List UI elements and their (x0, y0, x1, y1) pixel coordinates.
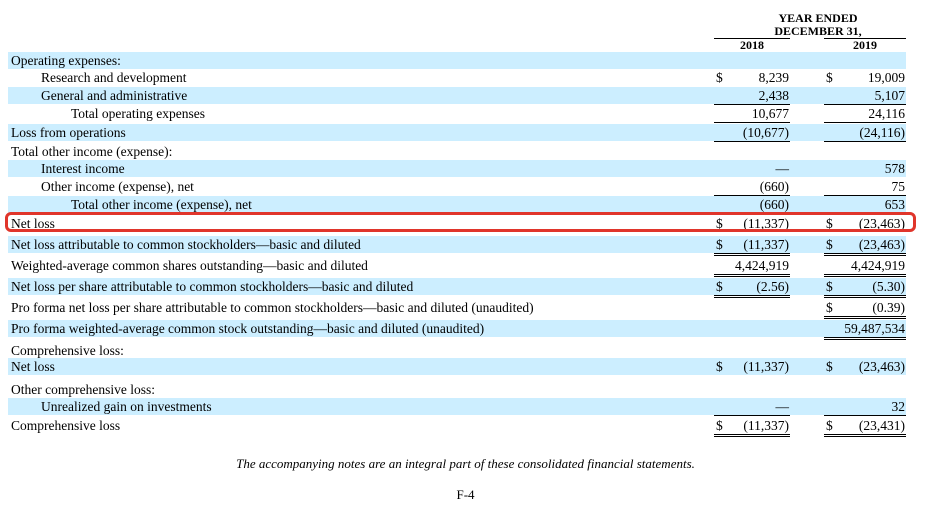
row-net-loss-attributable: Net loss attributable to common stockhol… (8, 236, 906, 256)
value-2019: 578 (884, 161, 905, 176)
value-2019: 75 (891, 179, 906, 194)
row-pro-forma-weighted-average: Pro forma weighted-average common stock … (8, 320, 906, 340)
value-2019: (0.39) (872, 300, 905, 315)
row-total-other-income-header: Total other income (expense): (8, 143, 906, 160)
footnote: The accompanying notes are an integral p… (236, 456, 695, 471)
row-comprehensive-loss: Comprehensive loss $ (11,337) $ (23,431) (8, 417, 906, 437)
row-unrealized-gain: Unrealized gain on investments — 32 (8, 398, 906, 416)
value-2019: (5.30) (872, 279, 905, 294)
year-ended-header: YEAR ENDED DECEMBER 31, (738, 12, 898, 38)
value-2019: 32 (891, 399, 906, 414)
currency-symbol: $ (716, 418, 723, 433)
value-2019: 4,424,919 (851, 258, 905, 273)
column-header-2018: 2018 (714, 38, 790, 53)
value-2018: (10,677) (742, 125, 789, 140)
row-label: Net loss per share attributable to commo… (11, 279, 414, 294)
currency-symbol: $ (826, 418, 833, 433)
row-label: Loss from operations (11, 125, 126, 140)
value-2019: (23,463) (858, 237, 905, 252)
row-label: Total operating expenses (71, 106, 206, 121)
value-2018: (11,337) (743, 216, 789, 231)
row-label: Unrealized gain on investments (41, 399, 212, 414)
value-2018: 8,239 (758, 70, 789, 85)
row-research-development: Research and development $8,239 $19,009 (8, 69, 906, 86)
value-2019: 24,116 (868, 106, 905, 121)
row-label: Total other income (expense), net (71, 197, 252, 212)
row-comprehensive-loss-header: Comprehensive loss: (8, 342, 906, 359)
currency-symbol: $ (826, 279, 833, 294)
row-comprehensive-net-loss: Net loss $ (11,337) $ (23,463) (8, 358, 906, 375)
row-label: Net loss (11, 359, 55, 374)
row-other-income: Other income (expense), net (660) 75 (8, 178, 906, 196)
value-2019: 653 (884, 197, 905, 212)
value-2018: (660) (759, 179, 789, 194)
row-interest-income: Interest income — 578 (8, 160, 906, 177)
currency-symbol: $ (716, 216, 723, 231)
row-net-loss-per-share: Net loss per share attributable to commo… (8, 278, 906, 298)
value-2018: — (775, 399, 790, 414)
value-2018: (11,337) (743, 359, 789, 374)
value-2018: (11,337) (743, 237, 789, 252)
year-ended-line2: DECEMBER 31, (774, 24, 862, 38)
row-operating-expenses: Operating expenses: (8, 52, 906, 69)
value-2018: (660) (759, 197, 789, 212)
value-2018: 10,677 (751, 106, 789, 121)
row-label: Operating expenses: (11, 53, 121, 68)
row-label: Pro forma weighted-average common stock … (11, 321, 485, 336)
row-total-other-income: Total other income (expense), net (660) … (8, 196, 906, 214)
value-2018: 2,438 (758, 88, 789, 103)
currency-symbol: $ (716, 279, 723, 294)
currency-symbol: $ (826, 216, 833, 231)
value-2019: (24,116) (859, 125, 905, 140)
currency-symbol: $ (716, 237, 723, 252)
value-2019: (23,463) (858, 359, 905, 374)
row-loss-from-operations: Loss from operations (10,677) (24,116) (8, 124, 906, 142)
value-2019: 19,009 (867, 70, 905, 85)
row-label: Net loss attributable to common stockhol… (11, 237, 361, 252)
value-2018: (11,337) (743, 418, 789, 433)
row-pro-forma-net-loss-per-share: Pro forma net loss per share attributabl… (8, 299, 906, 319)
currency-symbol: $ (826, 300, 833, 315)
row-label: Interest income (41, 161, 125, 176)
value-2019: (23,463) (858, 216, 905, 231)
row-weighted-average-shares: Weighted-average common shares outstandi… (8, 257, 906, 277)
value-2018: 4,424,919 (735, 258, 789, 273)
currency-symbol: $ (826, 237, 833, 252)
row-total-operating-expenses: Total operating expenses 10,677 24,116 (8, 105, 906, 123)
row-label: Other income (expense), net (41, 179, 194, 194)
currency-symbol: $ (826, 359, 833, 374)
year-ended-line1: YEAR ENDED (778, 11, 858, 25)
row-label: Total other income (expense): (11, 144, 173, 159)
column-header-2019: 2019 (824, 38, 906, 53)
page-number: F-4 (456, 487, 475, 502)
value-2018: (2.56) (756, 279, 789, 294)
value-2019: 5,107 (874, 88, 905, 103)
row-label: Weighted-average common shares outstandi… (11, 258, 368, 273)
currency-symbol: $ (716, 359, 723, 374)
row-label: Comprehensive loss (11, 418, 121, 433)
value-2019: 59,487,534 (844, 321, 905, 336)
row-label: Net loss (11, 216, 55, 231)
row-net-loss: Net loss $ (11,337) $ (23,463) (8, 215, 906, 232)
currency-symbol: $ (716, 70, 723, 85)
value-2018: — (775, 161, 790, 176)
row-label: Research and development (41, 70, 187, 85)
row-label: Other comprehensive loss: (11, 382, 155, 397)
row-label: Pro forma net loss per share attributabl… (11, 300, 534, 315)
row-label: Comprehensive loss: (11, 343, 124, 358)
row-other-comprehensive-loss: Other comprehensive loss: (8, 381, 906, 398)
currency-symbol: $ (826, 70, 833, 85)
value-2019: (23,431) (858, 418, 905, 433)
net-loss-highlight-box (5, 212, 916, 232)
row-general-administrative: General and administrative 2,438 5,107 (8, 87, 906, 105)
row-label: General and administrative (41, 88, 188, 103)
